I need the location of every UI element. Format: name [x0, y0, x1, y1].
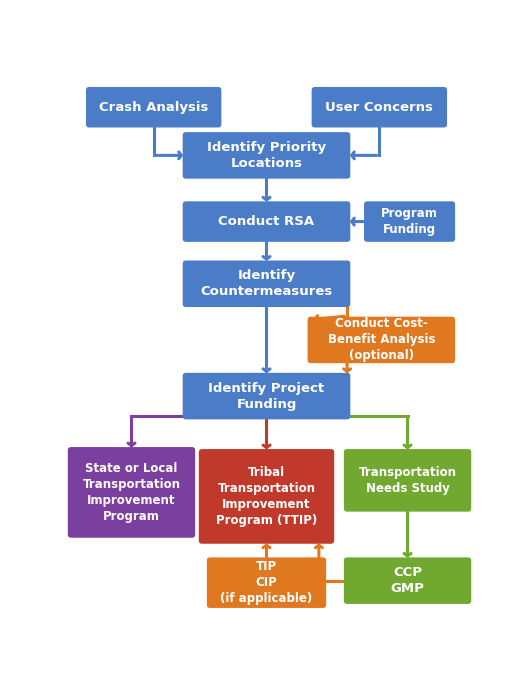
Text: Tribal
Transportation
Improvement
Program (TTIP): Tribal Transportation Improvement Progra… — [216, 466, 317, 527]
FancyBboxPatch shape — [364, 201, 455, 242]
Text: Transportation
Needs Study: Transportation Needs Study — [359, 466, 457, 495]
FancyBboxPatch shape — [344, 449, 471, 511]
Text: Identify
Countermeasures: Identify Countermeasures — [200, 270, 333, 298]
FancyBboxPatch shape — [207, 557, 326, 608]
FancyBboxPatch shape — [199, 449, 334, 544]
Text: User Concerns: User Concerns — [326, 100, 433, 114]
FancyBboxPatch shape — [183, 261, 350, 307]
Text: Crash Analysis: Crash Analysis — [99, 100, 209, 114]
FancyBboxPatch shape — [183, 132, 350, 179]
Text: Program
Funding: Program Funding — [381, 207, 438, 236]
Text: Conduct RSA: Conduct RSA — [218, 215, 315, 228]
FancyBboxPatch shape — [183, 373, 350, 419]
Text: Conduct Cost-
Benefit Analysis
(optional): Conduct Cost- Benefit Analysis (optional… — [328, 317, 435, 362]
Text: Identify Project
Funding: Identify Project Funding — [209, 382, 324, 411]
FancyBboxPatch shape — [68, 447, 195, 538]
FancyBboxPatch shape — [183, 201, 350, 242]
FancyBboxPatch shape — [86, 87, 222, 128]
FancyBboxPatch shape — [344, 557, 471, 604]
FancyBboxPatch shape — [311, 87, 447, 128]
Text: TIP
CIP
(if applicable): TIP CIP (if applicable) — [220, 560, 313, 605]
Text: CCP
GMP: CCP GMP — [391, 566, 424, 595]
FancyBboxPatch shape — [308, 317, 455, 363]
Text: State or Local
Transportation
Improvement
Program: State or Local Transportation Improvemen… — [83, 462, 180, 523]
Text: Identify Priority
Locations: Identify Priority Locations — [207, 141, 326, 170]
